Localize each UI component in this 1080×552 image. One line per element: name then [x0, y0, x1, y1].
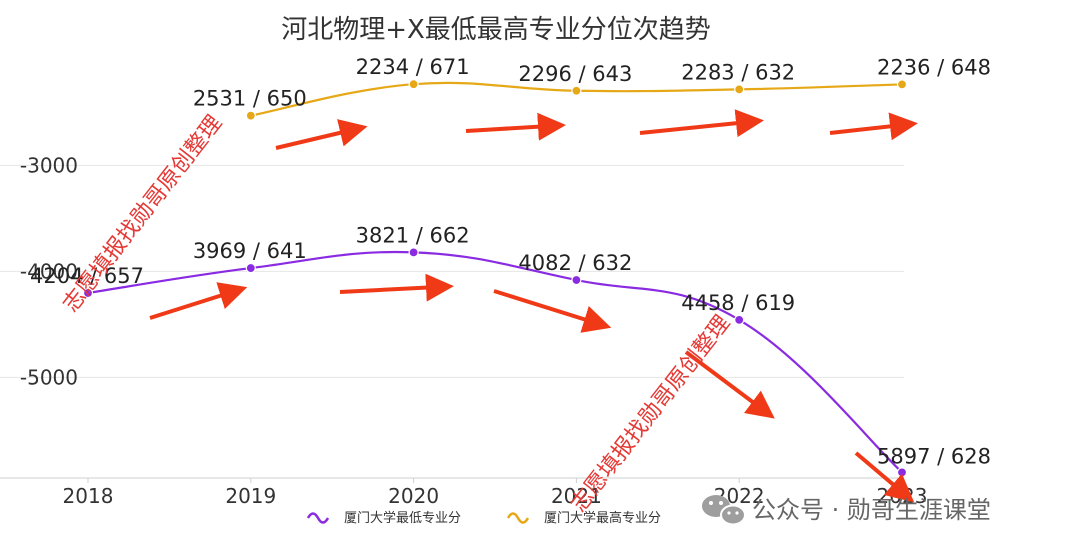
data-point: [408, 247, 419, 258]
data-label: 4458 / 619: [681, 291, 795, 315]
series-lines: 4204 / 657 3969 / 641 3821 / 662 4082 / 632…: [30, 55, 991, 478]
data-point: [734, 314, 745, 325]
trend-arrow: [275, 119, 368, 150]
trend-arrow: [465, 112, 566, 141]
y-tick-label: -5000: [20, 365, 78, 389]
legend-label: 厦门大学最低专业分: [344, 510, 461, 526]
legend-line-icon: [306, 512, 330, 524]
grid-lines: [0, 164, 904, 378]
footer-text: 公众号 · 勋哥生涯课堂: [752, 496, 991, 524]
trend-arrows: [149, 109, 918, 503]
data-label: 2234 / 671: [356, 55, 470, 79]
legend-label: 厦门大学最高专业分: [544, 510, 661, 526]
legend[interactable]: 厦门大学最低专业分 厦门大学最高专业分: [306, 510, 661, 526]
x-axis: 2018 2019 2020 2021 2022 2023: [0, 477, 927, 508]
chart-title: 河北物理+X最低最高专业分位次趋势: [281, 15, 711, 45]
data-label: 3821 / 662: [356, 223, 470, 247]
data-point: [571, 85, 582, 96]
x-tick-label: 2019: [225, 484, 276, 508]
trend-arrow: [639, 109, 764, 138]
x-tick-label: 2020: [388, 484, 439, 508]
data-point: [734, 84, 745, 95]
trend-arrow: [149, 282, 248, 320]
y-tick-label: -4000: [20, 259, 78, 283]
trend-arrow: [684, 350, 775, 419]
trend-arrow: [854, 451, 915, 503]
series-line-0: [87, 250, 903, 474]
data-label: 2283 / 632: [681, 60, 795, 84]
legend-item[interactable]: 厦门大学最高专业分: [506, 510, 661, 526]
legend-item[interactable]: 厦门大学最低专业分: [306, 510, 461, 526]
data-point: [82, 287, 94, 299]
data-label: 2236 / 648: [877, 55, 991, 79]
trend-arrow: [339, 273, 454, 302]
wechat-icon: [702, 495, 746, 526]
data-point: [408, 79, 419, 90]
data-label: 4082 / 632: [518, 251, 632, 275]
data-label: 4204 / 657: [30, 264, 144, 288]
y-axis: -3000 -4000 -5000: [20, 153, 78, 389]
trend-arrow: [829, 112, 918, 141]
y-tick-label: -3000: [20, 153, 78, 177]
x-tick-label: 2018: [63, 484, 114, 508]
legend-line-icon: [506, 512, 530, 524]
data-point: [571, 274, 582, 286]
data-label: 3969 / 641: [193, 239, 307, 263]
data-label: 5897 / 628: [877, 444, 991, 468]
data-point: [245, 262, 256, 274]
data-point: [245, 110, 256, 121]
data-point: [896, 467, 908, 478]
trend-arrow: [493, 289, 612, 333]
data-point: [896, 79, 908, 90]
footer: 公众号 · 勋哥生涯课堂: [702, 495, 991, 526]
data-label: 2531 / 650: [193, 87, 307, 111]
watermark-text: 志愿填报找勋哥原创整理: [567, 311, 736, 517]
data-label: 2296 / 643: [518, 62, 632, 86]
x-tick-label: 2021: [551, 484, 602, 508]
